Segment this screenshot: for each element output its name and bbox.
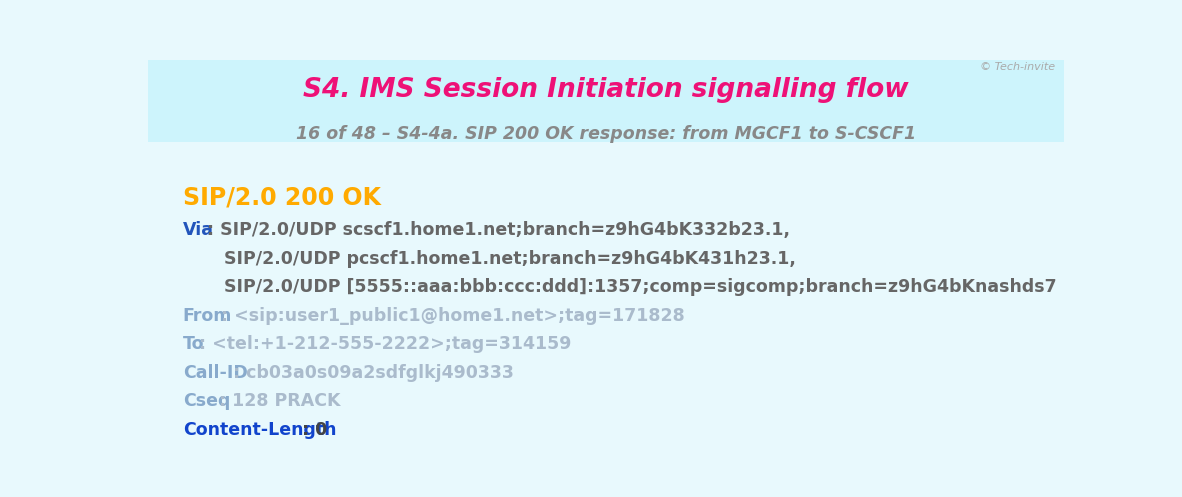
Text: : <sip:user1_public1@home1.net>;tag=171828: : <sip:user1_public1@home1.net>;tag=1718… — [221, 307, 684, 325]
Text: : <tel:+1-212-555-2222>;tag=314159: : <tel:+1-212-555-2222>;tag=314159 — [200, 335, 572, 353]
Text: Cseq: Cseq — [183, 392, 230, 411]
Text: To: To — [183, 335, 204, 353]
Text: : 128 PRACK: : 128 PRACK — [220, 392, 340, 411]
FancyBboxPatch shape — [148, 60, 1064, 142]
Text: SIP/2.0/UDP pcscf1.home1.net;branch=z9hG4bK431h23.1,: SIP/2.0/UDP pcscf1.home1.net;branch=z9hG… — [206, 250, 795, 268]
Text: SIP/2.0 200 OK: SIP/2.0 200 OK — [182, 186, 381, 210]
Text: S4. IMS Session Initiation signalling flow: S4. IMS Session Initiation signalling fl… — [303, 77, 909, 103]
Text: SIP/2.0/UDP [5555::aaa:bbb:ccc:ddd]:1357;comp=sigcomp;branch=z9hG4bKnashds7: SIP/2.0/UDP [5555::aaa:bbb:ccc:ddd]:1357… — [206, 278, 1057, 296]
Text: : SIP/2.0/UDP scscf1.home1.net;branch=z9hG4bK332b23.1,: : SIP/2.0/UDP scscf1.home1.net;branch=z9… — [207, 221, 790, 240]
Text: Call-ID: Call-ID — [183, 364, 247, 382]
Text: Via: Via — [183, 221, 214, 240]
Text: : 0: : 0 — [301, 421, 327, 439]
Text: 16 of 48 – S4-4a. SIP 200 OK response: from MGCF1 to S-CSCF1: 16 of 48 – S4-4a. SIP 200 OK response: f… — [296, 125, 916, 144]
Text: Content-Length: Content-Length — [183, 421, 336, 439]
Text: © Tech-invite: © Tech-invite — [980, 62, 1056, 73]
Text: From: From — [183, 307, 232, 325]
Text: : cb03a0s09a2sdfglkj490333: : cb03a0s09a2sdfglkj490333 — [233, 364, 514, 382]
